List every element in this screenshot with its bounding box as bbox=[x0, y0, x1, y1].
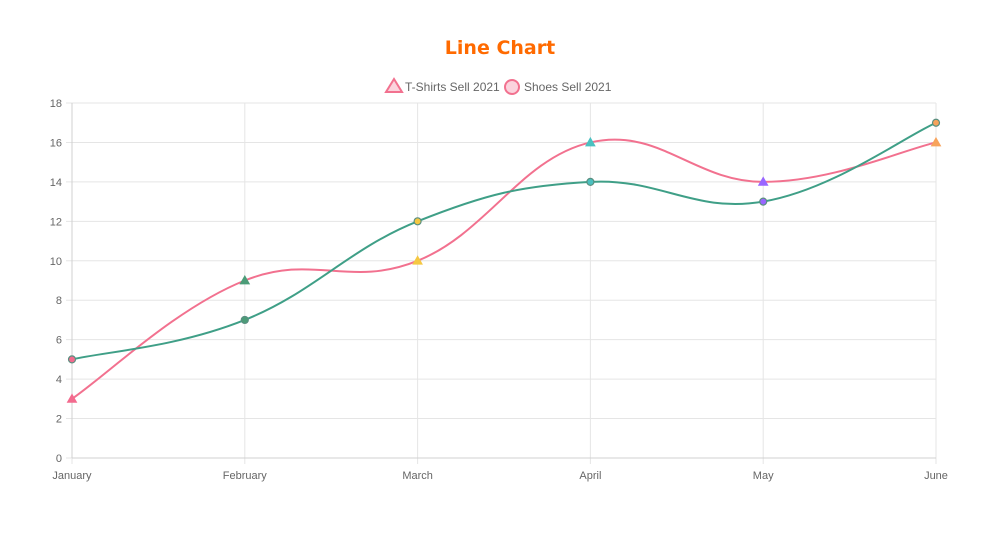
data-point-circle bbox=[759, 197, 768, 206]
y-tick-label: 2 bbox=[56, 414, 62, 426]
data-point-circle bbox=[586, 177, 595, 186]
legend-circle-icon bbox=[504, 79, 520, 95]
y-tick-label: 18 bbox=[50, 98, 62, 110]
y-tick-label: 8 bbox=[56, 295, 62, 307]
data-point-circle bbox=[413, 217, 422, 226]
data-point-circle bbox=[931, 118, 941, 127]
legend-label-shoes: Shoes Sell 2021 bbox=[524, 80, 612, 94]
chart-title: Line Chart bbox=[444, 37, 556, 59]
x-tick-label: March bbox=[402, 470, 433, 482]
data-point-triangle bbox=[585, 136, 596, 147]
series-line-1 bbox=[71, 138, 937, 400]
y-tick-label: 16 bbox=[50, 137, 62, 149]
x-tick-label: April bbox=[579, 470, 601, 482]
x-tick-label: May bbox=[753, 470, 774, 482]
y-tick-label: 12 bbox=[50, 216, 62, 228]
data-point-triangle bbox=[757, 176, 769, 186]
data-point-triangle bbox=[930, 136, 942, 147]
y-tick-label: 10 bbox=[50, 256, 62, 268]
data-point-triangle bbox=[239, 274, 251, 285]
y-tick-label: 0 bbox=[56, 453, 62, 465]
x-tick-label: January bbox=[52, 470, 92, 482]
y-tick-label: 14 bbox=[50, 177, 62, 189]
data-point-circle bbox=[67, 355, 77, 364]
legend-label-tshirts: T-Shirts Sell 2021 bbox=[405, 80, 500, 94]
x-tick-label: February bbox=[223, 470, 268, 482]
data-point-triangle bbox=[412, 255, 423, 265]
legend-triangle-icon bbox=[384, 77, 404, 93]
y-tick-label: 6 bbox=[56, 335, 62, 347]
y-tick-label: 4 bbox=[56, 374, 62, 386]
data-point-triangle bbox=[66, 393, 78, 403]
series-line-2 bbox=[71, 121, 937, 361]
data-point-circle bbox=[240, 315, 249, 325]
x-tick-label: June bbox=[924, 470, 948, 482]
